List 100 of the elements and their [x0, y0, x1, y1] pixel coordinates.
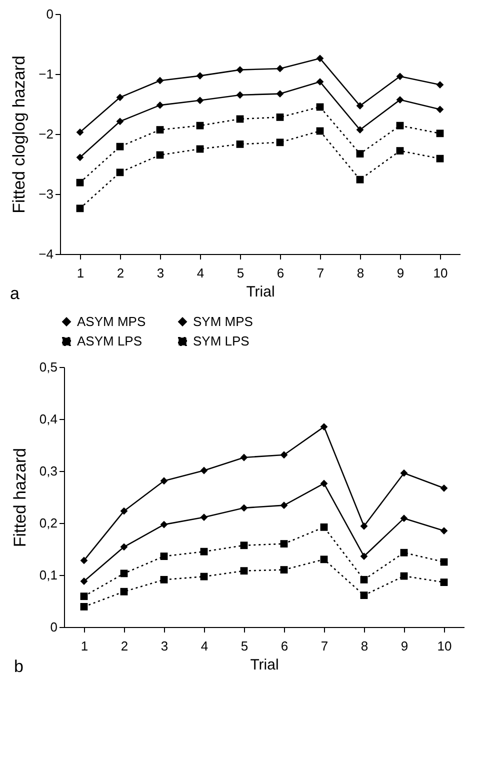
y-tick-label: 0,1 — [39, 568, 58, 582]
point — [400, 469, 408, 477]
text: a — [10, 284, 20, 303]
point — [356, 150, 364, 158]
point — [356, 126, 364, 134]
x-tick-label: 5 — [236, 266, 244, 280]
point — [280, 502, 288, 510]
x-tick-label: 6 — [276, 266, 284, 280]
x-tick-label: 10 — [433, 266, 448, 280]
x-tick-label: 4 — [200, 638, 208, 654]
point — [196, 122, 204, 130]
point — [200, 548, 208, 556]
point — [316, 54, 324, 62]
point — [436, 154, 444, 162]
point — [440, 484, 448, 492]
point — [76, 178, 84, 186]
x-axis-title: Trial — [250, 656, 279, 674]
point — [116, 142, 124, 150]
y-tick-label: 0,4 — [39, 412, 58, 426]
x-tick-label: 7 — [320, 638, 328, 654]
point — [156, 76, 164, 84]
point — [316, 78, 324, 86]
point — [320, 423, 328, 431]
point — [436, 130, 444, 138]
x-tick-label: 3 — [160, 638, 168, 654]
legend-label: ASYM MPS — [77, 314, 146, 329]
y-tick-label: −4 — [38, 246, 54, 262]
point — [236, 140, 244, 148]
point — [160, 552, 168, 560]
point — [116, 94, 124, 102]
point — [276, 113, 284, 121]
x-tick-label: 1 — [76, 266, 84, 280]
legend-label: SYM LPS — [193, 334, 250, 348]
text: b — [14, 657, 24, 676]
point — [356, 176, 364, 184]
legend-label: SYM MPS — [193, 314, 254, 329]
point — [360, 522, 368, 530]
point — [396, 72, 404, 80]
point — [160, 477, 168, 485]
point — [240, 504, 248, 512]
x-tick-label: 6 — [280, 638, 288, 654]
point — [400, 548, 408, 556]
point — [236, 91, 244, 99]
y-tick-label: −2 — [38, 126, 54, 142]
point — [360, 592, 368, 599]
point — [120, 588, 128, 596]
point — [80, 603, 88, 610]
point — [356, 102, 364, 110]
point — [160, 576, 168, 584]
y-tick-label: 0 — [46, 6, 54, 22]
point — [436, 106, 444, 114]
point — [200, 466, 208, 474]
point — [240, 567, 248, 575]
point — [116, 168, 124, 176]
point — [400, 514, 408, 522]
point — [396, 147, 404, 155]
point — [276, 90, 284, 98]
x-tick-label: 7 — [316, 266, 324, 280]
point — [320, 523, 328, 531]
point — [280, 566, 288, 574]
x-tick-label: 5 — [240, 638, 248, 654]
point — [196, 72, 204, 80]
point — [80, 556, 88, 564]
point — [156, 126, 164, 134]
point — [276, 138, 284, 146]
y-tick-label: −3 — [38, 186, 54, 202]
point — [120, 507, 128, 515]
point — [240, 542, 248, 550]
point — [120, 570, 128, 578]
x-tick-label: 4 — [196, 266, 204, 280]
point — [280, 451, 288, 459]
x-tick-label: 2 — [116, 266, 124, 280]
point — [80, 592, 88, 600]
y-axis-title: Fitted hazard — [10, 448, 30, 548]
point — [320, 480, 328, 488]
point — [156, 101, 164, 109]
x-axis-title: Trial — [246, 284, 275, 300]
y-tick-label: −1 — [38, 66, 54, 82]
point — [76, 204, 84, 212]
point — [396, 96, 404, 104]
point — [276, 64, 284, 72]
x-tick-label: 10 — [437, 638, 452, 654]
legend-label: ASYM LPS — [77, 334, 142, 348]
x-tick-label: 3 — [156, 266, 164, 280]
point — [200, 572, 208, 580]
point — [280, 540, 288, 548]
point — [76, 128, 84, 136]
x-tick-label: 1 — [80, 638, 88, 654]
point — [120, 543, 128, 551]
point — [236, 66, 244, 74]
point — [196, 96, 204, 104]
y-axis-title: Fitted cloglog hazard — [10, 56, 29, 214]
x-tick-label: 9 — [396, 266, 404, 280]
y-tick-label: 0 — [50, 620, 58, 634]
point — [76, 154, 84, 162]
point — [396, 122, 404, 130]
point — [440, 527, 448, 535]
x-tick-label: 2 — [120, 638, 128, 654]
point — [160, 520, 168, 528]
point — [240, 454, 248, 462]
